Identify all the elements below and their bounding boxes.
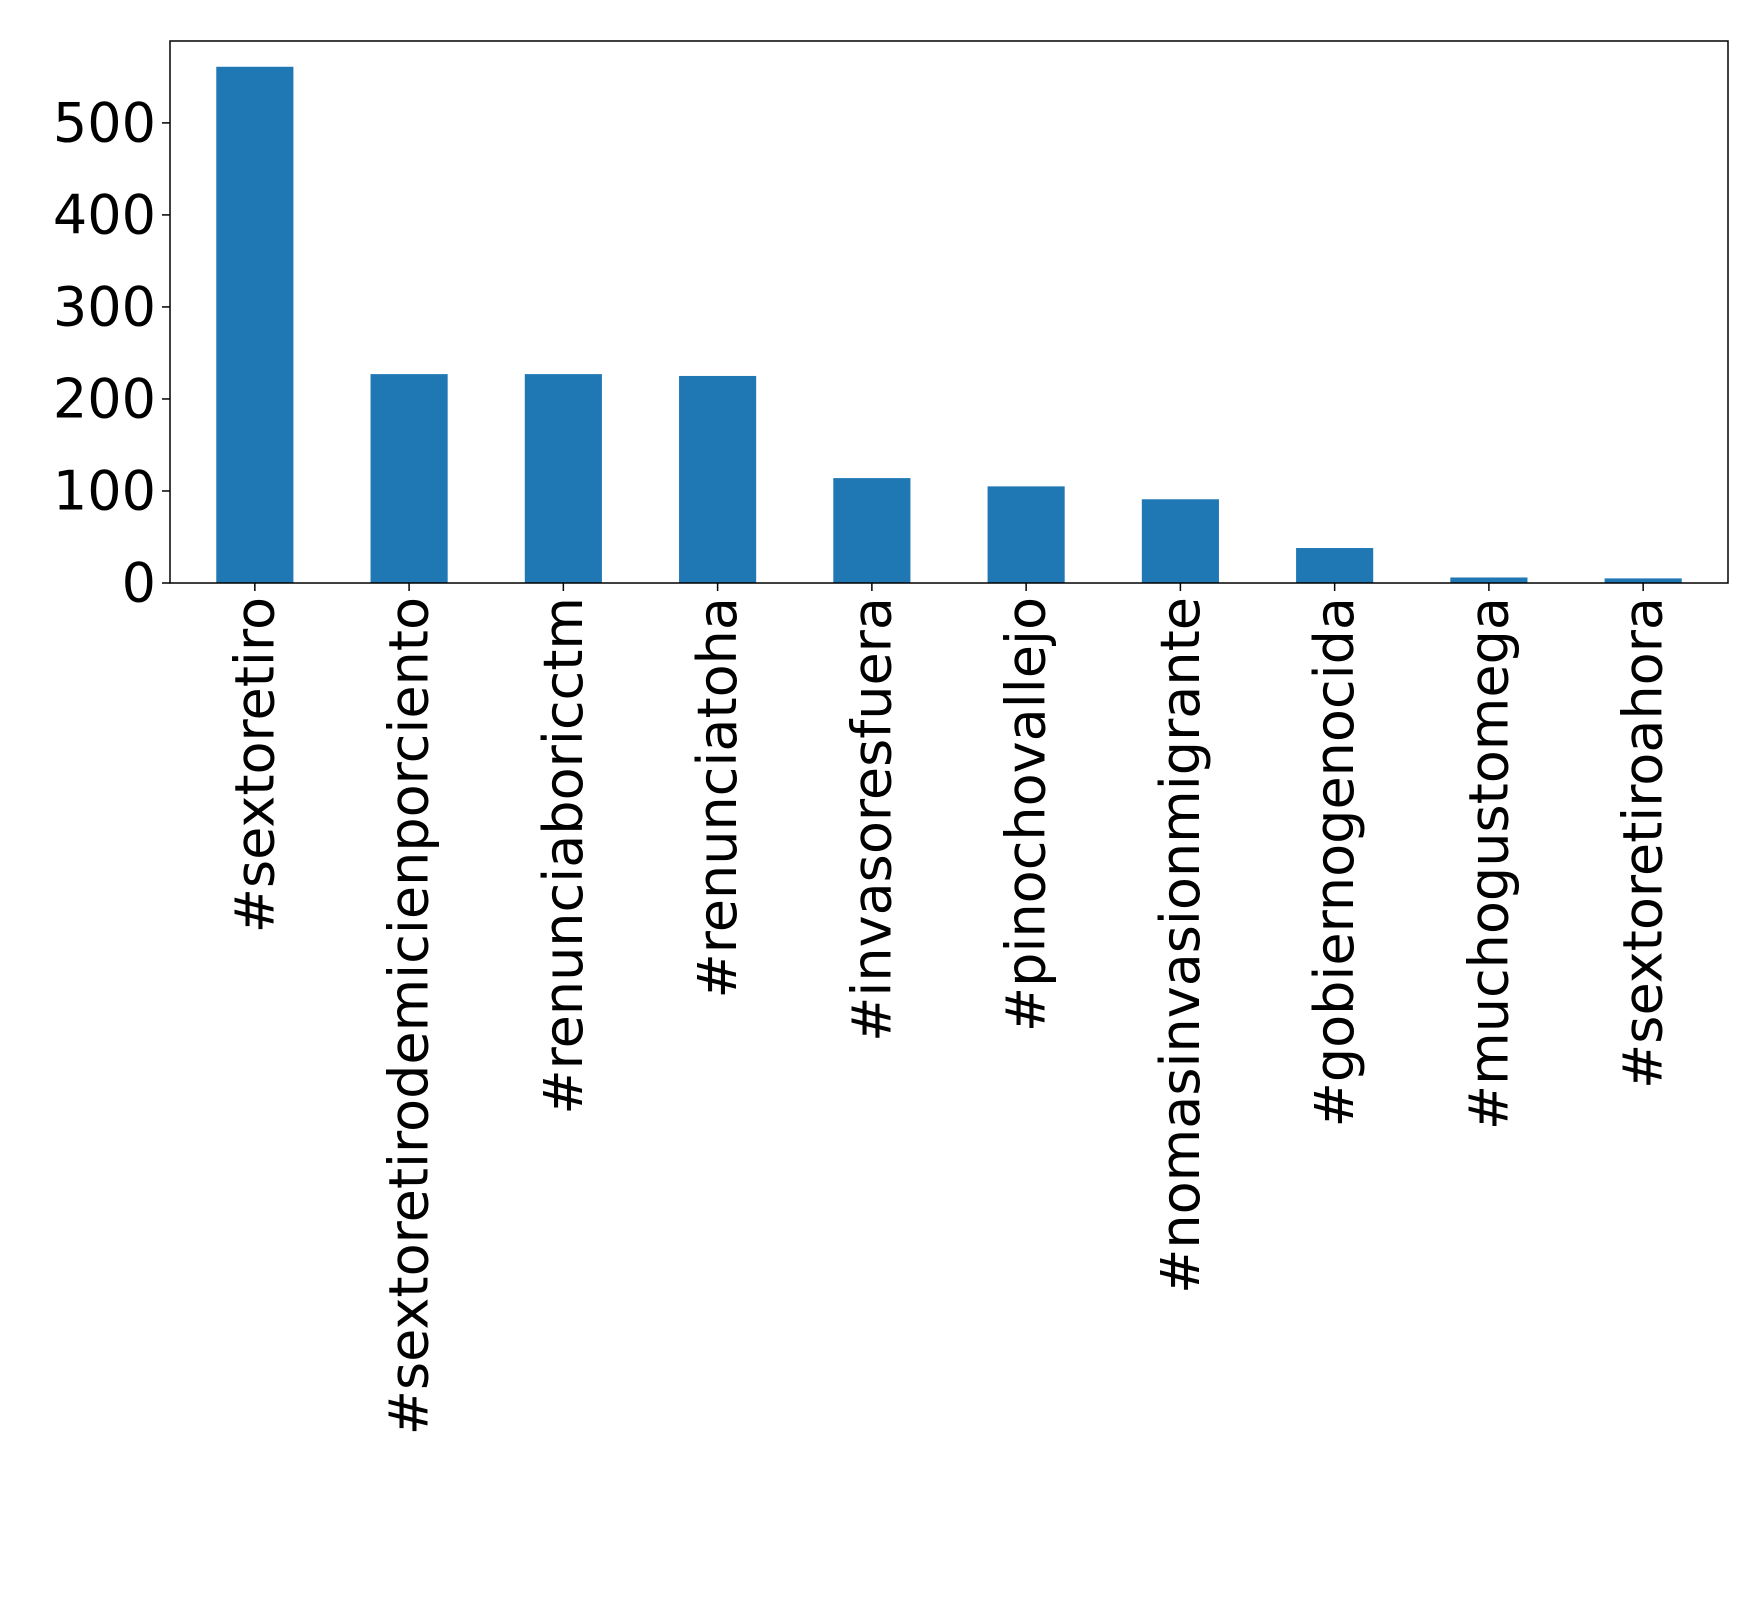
x-tick-label-1: #sextoretirodemicienporciento: [378, 597, 441, 1435]
y-tick-label-1: 100: [53, 459, 156, 522]
bar-8: [1450, 577, 1528, 583]
bar-5: [987, 486, 1065, 583]
x-tick-label-7: #gobiernogenocida: [1303, 597, 1366, 1127]
bar-0: [216, 66, 294, 584]
y-tick-label-2: 200: [53, 367, 156, 430]
x-tick-label-0: #sextoretiro: [223, 597, 286, 933]
bars-layer: [216, 66, 1682, 584]
y-tick-label-0: 0: [122, 552, 156, 615]
bar-4: [833, 478, 911, 583]
y-axis: 0 100 200 300 400 500: [53, 91, 170, 615]
bar-9: [1604, 578, 1682, 583]
plot-frame: [169, 40, 1729, 584]
x-tick-label-3: #renunciatoha: [686, 597, 749, 998]
bar-6: [1141, 499, 1219, 583]
x-tick-label-9: #sextoretiroahora: [1612, 597, 1675, 1089]
bar-7: [1296, 548, 1374, 583]
bar-3: [679, 375, 757, 583]
y-tick-label-3: 300: [53, 275, 156, 338]
x-tick-label-4: #invasoresfuera: [840, 597, 903, 1042]
x-tick-label-6: #nomasinvasionmigrante: [1149, 597, 1212, 1294]
bar-1: [370, 374, 448, 583]
bar-2: [524, 374, 602, 583]
x-tick-label-2: #renunciaboricctm: [532, 597, 595, 1115]
x-tick-label-8: #muchogustomega: [1457, 597, 1520, 1130]
x-tick-label-5: #pinochovallejo: [995, 597, 1058, 1032]
x-axis: #sextoretiro #sextoretirodemicienporcient…: [223, 583, 1675, 1435]
y-tick-label-4: 400: [53, 183, 156, 246]
y-tick-label-5: 500: [53, 91, 156, 154]
